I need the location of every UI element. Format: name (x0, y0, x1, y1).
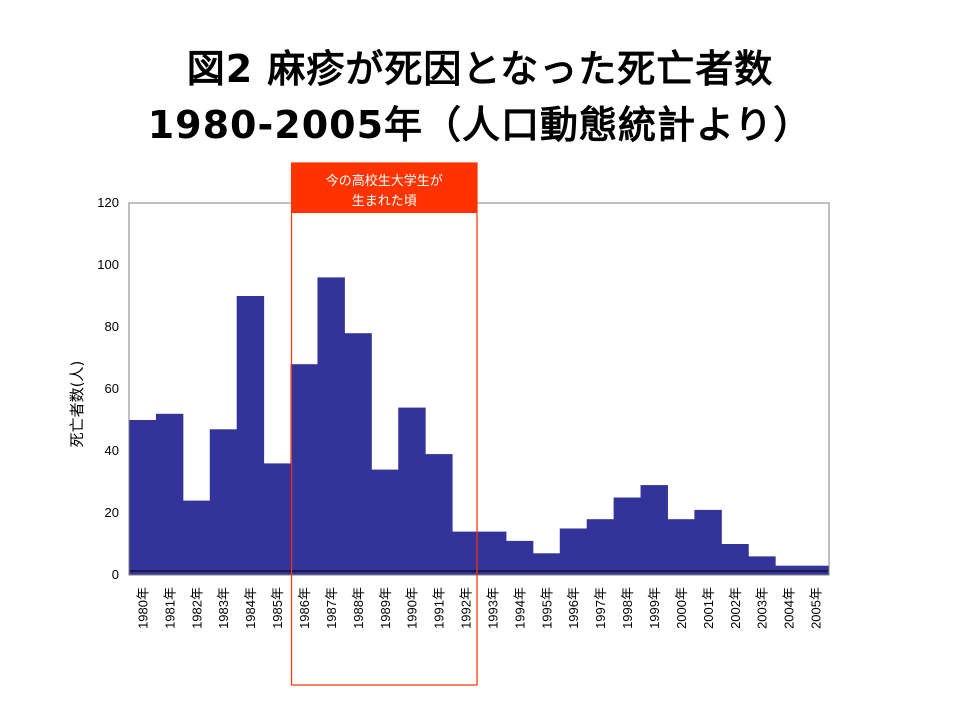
bar-1993年 (479, 531, 507, 575)
x-tick-label: 2005年 (809, 587, 824, 629)
bar-1987年 (317, 277, 345, 575)
bar-2002年 (721, 544, 749, 575)
x-tick-label: 1986年 (297, 587, 312, 629)
x-tick-label: 2004年 (782, 587, 797, 629)
x-tick-label: 1995年 (539, 587, 554, 629)
x-tick-label: 1990年 (405, 587, 420, 629)
callout-text-line2: 生まれた頃 (352, 194, 417, 209)
bar-1996年 (559, 528, 588, 575)
y-tick-label: 60 (105, 381, 119, 396)
x-tick-label: 1989年 (378, 587, 393, 629)
x-tick-label: 1994年 (512, 587, 527, 629)
x-tick-label: 2003年 (755, 587, 770, 629)
bar-1997年 (586, 519, 615, 575)
chart-title-line2: 1980-2005年（人口動態統計より） (147, 103, 813, 147)
bar-2005年 (802, 565, 830, 575)
x-tick-label: 2000年 (674, 587, 689, 629)
x-axis-ticks: 1980年 1981年 1982年 1983年 1984年 1985年 1986年 1987年… (135, 587, 823, 629)
bar-1981年 (155, 413, 184, 575)
y-tick-label: 120 (97, 195, 119, 210)
x-tick-label: 1987年 (324, 587, 339, 629)
plot-area-frame (128, 202, 830, 576)
bar-1994年 (505, 540, 534, 575)
bar-1982年 (182, 500, 211, 575)
bar-2001年 (694, 509, 722, 575)
y-axis-ticks: 0 20 40 60 80 100 120 (97, 195, 119, 582)
bar-2004年 (775, 565, 803, 575)
y-tick-label: 80 (105, 319, 119, 334)
callout-box (291, 163, 477, 213)
x-tick-label: 1980年 (135, 587, 150, 629)
chart-title-line1: 図2 麻疹が死因となった死亡者数 (186, 47, 774, 91)
x-tick-label: 1988年 (351, 587, 366, 629)
bars-group (129, 277, 830, 575)
bar-1984年 (236, 296, 265, 575)
bar-1988年 (344, 333, 372, 575)
x-tick-label: 1981年 (162, 587, 177, 629)
x-tick-label: 1983年 (216, 587, 231, 629)
x-tick-label: 2001年 (701, 587, 716, 629)
x-tick-label: 1982年 (189, 587, 204, 629)
y-tick-label: 20 (105, 505, 119, 520)
bar-1980年 (129, 420, 157, 575)
bar-1999年 (640, 485, 668, 575)
x-tick-label: 1984年 (243, 587, 258, 629)
bar-1990年 (398, 407, 426, 575)
x-tick-label: 2002年 (728, 587, 743, 629)
bar-2000年 (667, 519, 695, 575)
x-tick-label: 1997年 (593, 587, 608, 629)
bar-1995年 (532, 553, 561, 575)
bar-1986年 (290, 364, 318, 575)
x-tick-label: 1998年 (620, 587, 635, 629)
bar-1985年 (263, 463, 292, 575)
x-tick-label: 1985年 (270, 587, 285, 629)
x-tick-label: 1993年 (485, 587, 500, 629)
y-tick-label: 100 (97, 257, 119, 272)
x-tick-label: 1991年 (432, 587, 447, 629)
callout-text-line1: 今の高校生大学生が (326, 173, 443, 189)
bar-1992年 (452, 531, 480, 575)
bar-1998年 (613, 497, 642, 575)
bar-2003年 (748, 556, 776, 575)
y-tick-label: 0 (112, 567, 119, 582)
bar-1989年 (371, 469, 399, 575)
y-tick-label: 40 (105, 443, 119, 458)
x-tick-label: 1996年 (566, 587, 581, 629)
x-tick-label: 1999年 (647, 587, 662, 629)
y-axis-label: 死亡者数(人) (68, 361, 86, 448)
bar-1983年 (209, 429, 238, 575)
x-tick-label: 1992年 (459, 587, 474, 629)
bar-1991年 (425, 454, 453, 575)
